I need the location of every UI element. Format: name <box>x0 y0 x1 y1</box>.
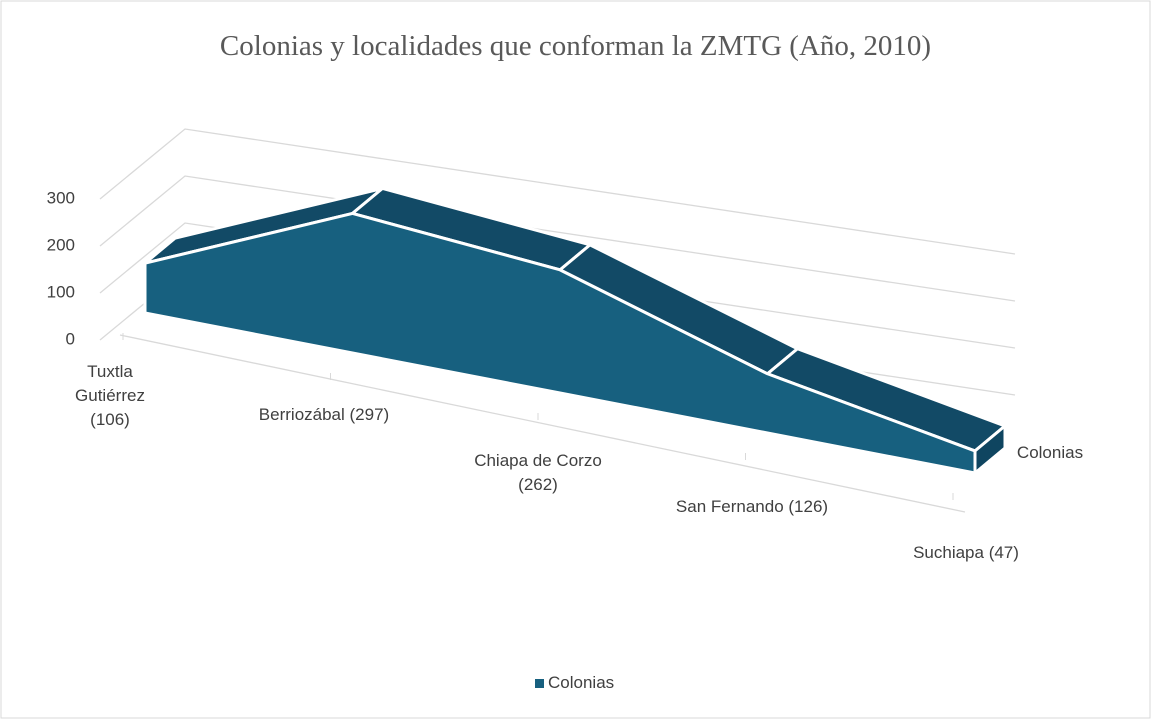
y-tick-label: 0 <box>66 329 75 348</box>
area-front <box>143 211 977 475</box>
chart-title: Colonias y localidades que conforman la … <box>219 30 932 62</box>
x-tick-label: Suchiapa (47) <box>913 543 1019 562</box>
x-tick-label: San Fernando (126) <box>675 497 829 516</box>
x-axis <box>119 334 966 513</box>
grid-line <box>99 128 1016 255</box>
series-label: Colonias <box>1016 443 1084 462</box>
y-tick-label: 300 <box>47 188 75 207</box>
grid-line <box>99 222 1016 349</box>
x-tick-label: Tuxtla Gutiérrez (106) <box>75 362 145 429</box>
legend-label: Colonias <box>548 673 615 692</box>
legend-swatch <box>535 679 544 688</box>
grid-line <box>99 175 1016 302</box>
y-tick-label: 100 <box>47 282 75 301</box>
y-tick-label: 200 <box>47 235 75 254</box>
x-tick-label: Berriozábal (297) <box>258 405 390 424</box>
x-tick-label: Chiapa de Corzo (262) <box>474 451 602 494</box>
